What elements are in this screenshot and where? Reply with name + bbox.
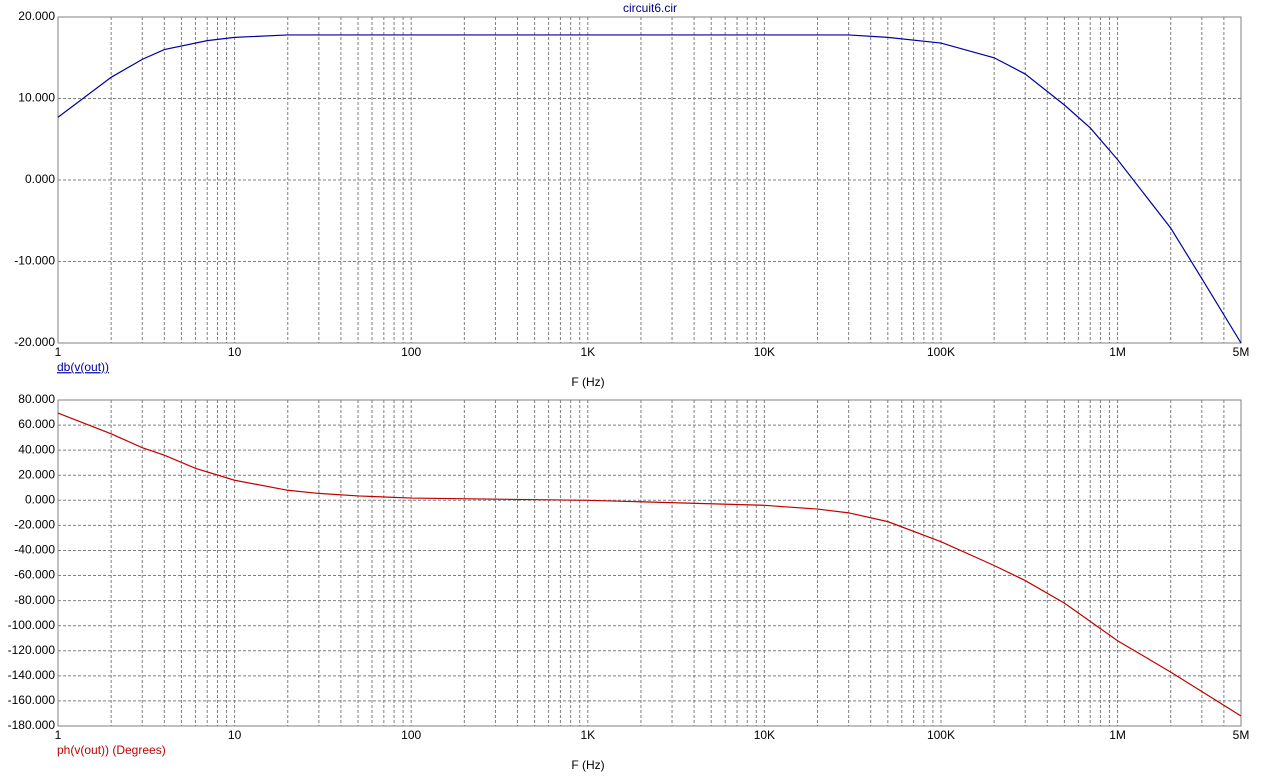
x-tick-label: 1M xyxy=(1109,728,1126,742)
x-tick-label: 1M xyxy=(1109,345,1126,359)
y-tick-label: -20.000 xyxy=(14,518,55,532)
legend-label: db(v(out)) xyxy=(57,360,109,374)
y-tick-label: 10.000 xyxy=(18,91,55,105)
x-tick-label: 1 xyxy=(55,345,62,359)
x-tick-label: 5M xyxy=(1233,728,1250,742)
y-tick-label: -160.000 xyxy=(8,693,56,707)
line-series xyxy=(57,34,1242,344)
y-tick-label: -20.000 xyxy=(14,335,55,349)
y-tick-label: 20.000 xyxy=(18,9,55,23)
y-tick-label: -40.000 xyxy=(14,543,55,557)
y-tick-label: 80.000 xyxy=(18,392,55,406)
x-tick-label: 100K xyxy=(927,728,955,742)
plot-frame xyxy=(57,399,1242,727)
x-tick-label: 100 xyxy=(401,728,421,742)
y-tick-label: 20.000 xyxy=(18,467,55,481)
y-tick-label: 40.000 xyxy=(18,442,55,456)
y-tick-label: 0.000 xyxy=(25,172,55,186)
y-tick-label: -80.000 xyxy=(14,593,55,607)
x-axis-label: F (Hz) xyxy=(571,758,604,772)
y-tick-label: -10.000 xyxy=(14,254,55,268)
x-tick-label: 10K xyxy=(754,345,775,359)
x-tick-label: 10 xyxy=(228,345,242,359)
x-tick-label: 1 xyxy=(55,728,62,742)
chart-title: circuit6.cir xyxy=(623,1,677,15)
x-tick-label: 10 xyxy=(228,728,242,742)
legend-label: ph(v(out)) (Degrees) xyxy=(57,743,166,757)
x-axis-label: F (Hz) xyxy=(571,375,604,389)
plot-frame xyxy=(57,16,1242,344)
x-tick-label: 5M xyxy=(1233,345,1250,359)
x-tick-label: 1K xyxy=(580,728,595,742)
line-series xyxy=(57,412,1242,717)
y-tick-label: -100.000 xyxy=(8,618,56,632)
x-tick-label: 100 xyxy=(401,345,421,359)
y-tick-label: 60.000 xyxy=(18,417,55,431)
y-tick-label: -140.000 xyxy=(8,668,56,682)
y-tick-label: -60.000 xyxy=(14,568,55,582)
x-tick-label: 10K xyxy=(754,728,775,742)
x-tick-label: 1K xyxy=(580,345,595,359)
y-tick-label: 0.000 xyxy=(25,492,55,506)
y-tick-label: -180.000 xyxy=(8,718,56,732)
y-tick-label: -120.000 xyxy=(8,643,56,657)
x-tick-label: 100K xyxy=(927,345,955,359)
